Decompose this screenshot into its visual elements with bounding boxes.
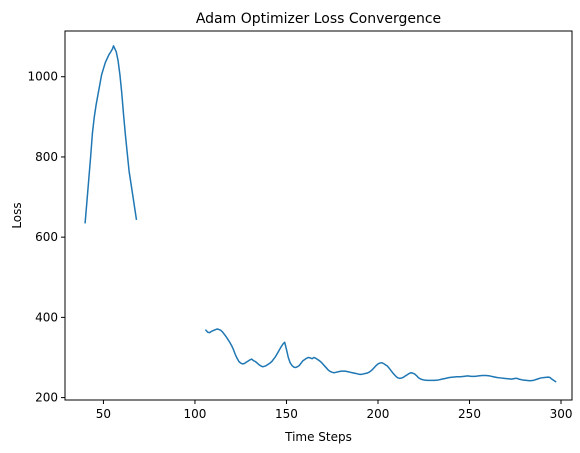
y-axis-label: Loss bbox=[10, 202, 24, 228]
y-axis-ticks: 200 400 600 800 1000 bbox=[27, 70, 65, 405]
x-axis-ticks: 50 100 150 200 250 300 bbox=[96, 400, 573, 421]
x-tick-label: 250 bbox=[458, 407, 481, 421]
y-tick-label: 200 bbox=[35, 391, 58, 405]
y-tick-label: 400 bbox=[35, 310, 58, 324]
x-axis-label: Time Steps bbox=[284, 430, 352, 444]
x-tick-label: 150 bbox=[275, 407, 298, 421]
loss-line-segment-1 bbox=[84, 45, 138, 224]
y-tick-label: 1000 bbox=[27, 70, 58, 84]
x-tick-label: 200 bbox=[367, 407, 390, 421]
series-group bbox=[84, 45, 557, 383]
chart-title: Adam Optimizer Loss Convergence bbox=[196, 11, 441, 27]
y-tick-label: 800 bbox=[35, 150, 58, 164]
loss-line-segment-2 bbox=[204, 328, 557, 383]
x-tick-label: 50 bbox=[96, 407, 111, 421]
y-tick-label: 600 bbox=[35, 230, 58, 244]
x-tick-label: 300 bbox=[550, 407, 573, 421]
x-tick-label: 100 bbox=[183, 407, 206, 421]
plot-area-frame bbox=[64, 30, 573, 401]
